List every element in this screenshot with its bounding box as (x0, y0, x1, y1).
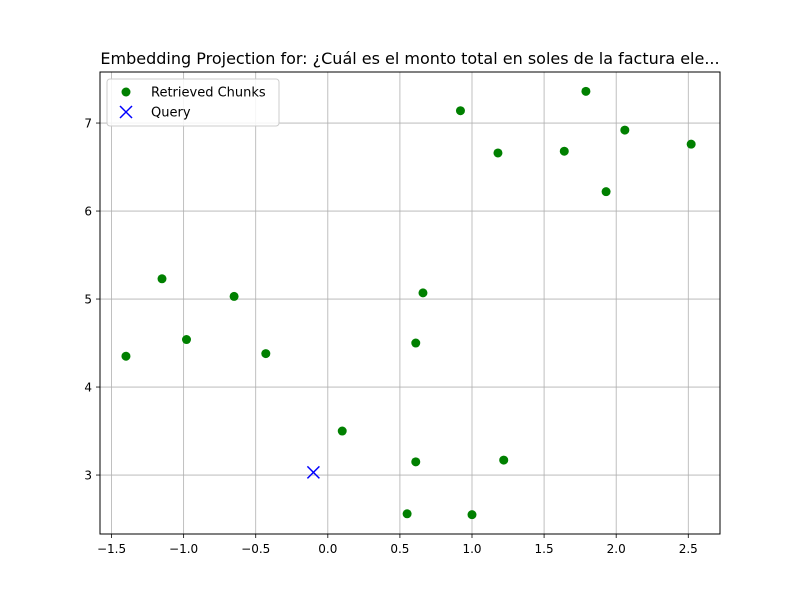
retrieved-chunks-point (157, 274, 167, 284)
retrieved-chunks-point (499, 455, 509, 465)
retrieved-chunks-point (182, 335, 192, 345)
legend-marker-query (119, 105, 133, 119)
y-tick-label: 7 (84, 117, 92, 131)
data-points (121, 86, 696, 520)
legend-label-retrieved-chunks: Retrieved Chunks (151, 86, 266, 101)
query-point (306, 465, 320, 479)
retrieved-chunks-point (559, 146, 569, 156)
x-tick-label: 1.0 (462, 542, 481, 556)
y-tick-label: 6 (84, 205, 92, 219)
retrieved-chunks-point (686, 139, 696, 149)
grid-lines (100, 72, 720, 534)
retrieved-chunks-point (121, 351, 131, 361)
chart-title: Embedding Projection for: ¿Cuál es el mo… (100, 49, 719, 68)
x-tick-label: 0.5 (390, 542, 409, 556)
retrieved-chunks-point (455, 106, 465, 116)
legend-label-query: Query (151, 106, 191, 121)
legend-marker-query-stroke (119, 105, 133, 119)
retrieved-chunks-point (411, 338, 421, 348)
retrieved-chunks-point (261, 349, 271, 359)
y-tick-label: 4 (84, 381, 92, 395)
axis-ticks: −1.5 −1.0 −0.5 0.0 0.5 1.0 1.5 2.0 2.5 3 4 5 6 7 (84, 117, 697, 556)
y-tick-label: 3 (84, 469, 92, 483)
x-tick-label: −1.5 (97, 542, 126, 556)
retrieved-chunks-point (467, 510, 477, 520)
x-tick-label: −1.0 (169, 542, 198, 556)
x-tick-label: 2.5 (679, 542, 698, 556)
retrieved-chunks-point (493, 148, 503, 158)
y-tick-label: 5 (84, 293, 92, 307)
retrieved-chunks-point (601, 187, 611, 197)
retrieved-chunks-point (418, 288, 428, 298)
retrieved-chunks-point (337, 426, 347, 436)
retrieved-chunks-point (581, 86, 591, 96)
retrieved-chunks-point (620, 125, 630, 135)
legend-marker-retrieved-chunks (121, 87, 131, 97)
query-point-stroke (306, 465, 320, 479)
x-tick-label: −0.5 (241, 542, 270, 556)
retrieved-chunks-point (229, 291, 239, 301)
x-tick-label: 0.0 (318, 542, 337, 556)
plot-frame (99, 71, 721, 535)
retrieved-chunks-point (411, 457, 421, 467)
retrieved-chunks-point (402, 509, 412, 519)
x-tick-label: 2.0 (607, 542, 626, 556)
legend: Retrieved Chunks Query (106, 78, 280, 127)
legend-box (106, 78, 280, 127)
x-tick-label: 1.5 (535, 542, 554, 556)
